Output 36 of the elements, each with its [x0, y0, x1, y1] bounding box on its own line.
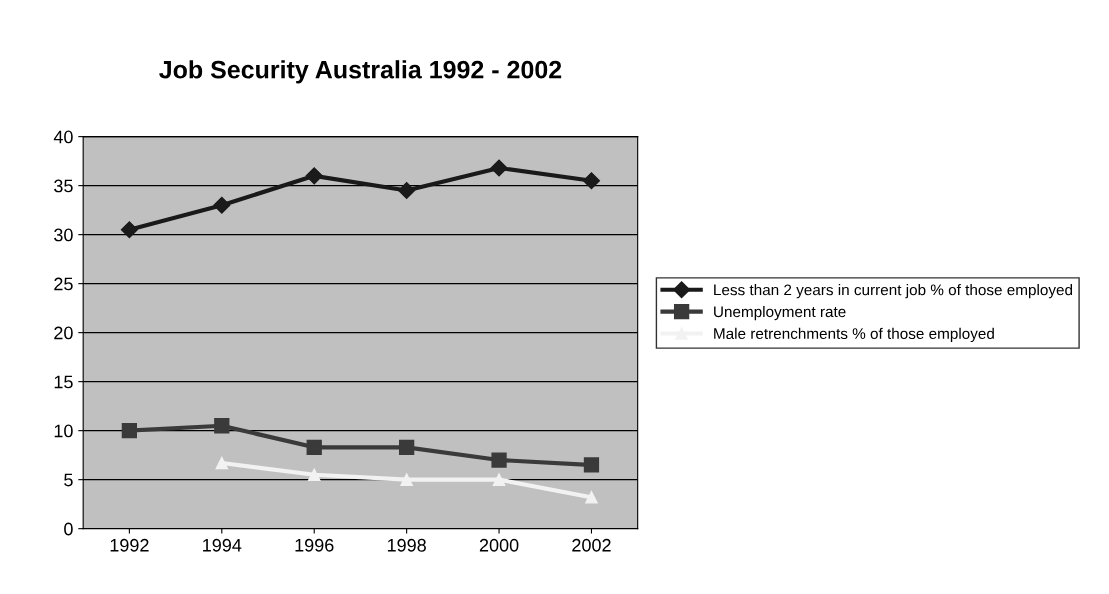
y-tick-label: 25: [54, 277, 73, 291]
point: [582, 172, 601, 190]
y-tick-label: 40: [53, 130, 73, 144]
y-tick-label: 10: [54, 424, 73, 438]
point: [306, 439, 322, 455]
point: [398, 181, 416, 200]
legend-label: Unemployment rate: [714, 305, 846, 321]
y-tick-label: 5: [64, 473, 73, 487]
point: [307, 468, 321, 482]
x-tick-label: 1996: [295, 538, 334, 552]
point: [490, 159, 508, 177]
y-tick-label: 35: [54, 179, 73, 193]
point: [305, 167, 323, 185]
y-tick-label: 20: [54, 326, 73, 340]
y-tick-label: 15: [54, 375, 73, 389]
y-tick-label: 0: [64, 522, 73, 536]
point: [121, 423, 138, 439]
y-tick-label: 30: [54, 228, 73, 242]
x-tick-label: 1992: [110, 538, 149, 552]
x-tick-label: 1994: [203, 538, 242, 552]
point: [215, 456, 229, 470]
chart-title: Job Security Australia 1992 - 2002: [159, 60, 562, 84]
point: [491, 452, 507, 468]
point: [583, 457, 600, 473]
point: [214, 418, 230, 434]
point: [120, 221, 138, 239]
legend-label: Male retrenchments % of those employed: [714, 327, 994, 343]
point: [213, 196, 231, 214]
legend-label: Less than 2 years in current job % of those employed: [714, 284, 1073, 299]
point: [400, 473, 413, 486]
x-tick-label: 2000: [479, 538, 519, 552]
x-tick-label: 1998: [387, 538, 426, 552]
x-tick-label: 2002: [572, 538, 611, 552]
point: [398, 439, 415, 455]
point: [585, 491, 598, 504]
point: [492, 473, 506, 486]
